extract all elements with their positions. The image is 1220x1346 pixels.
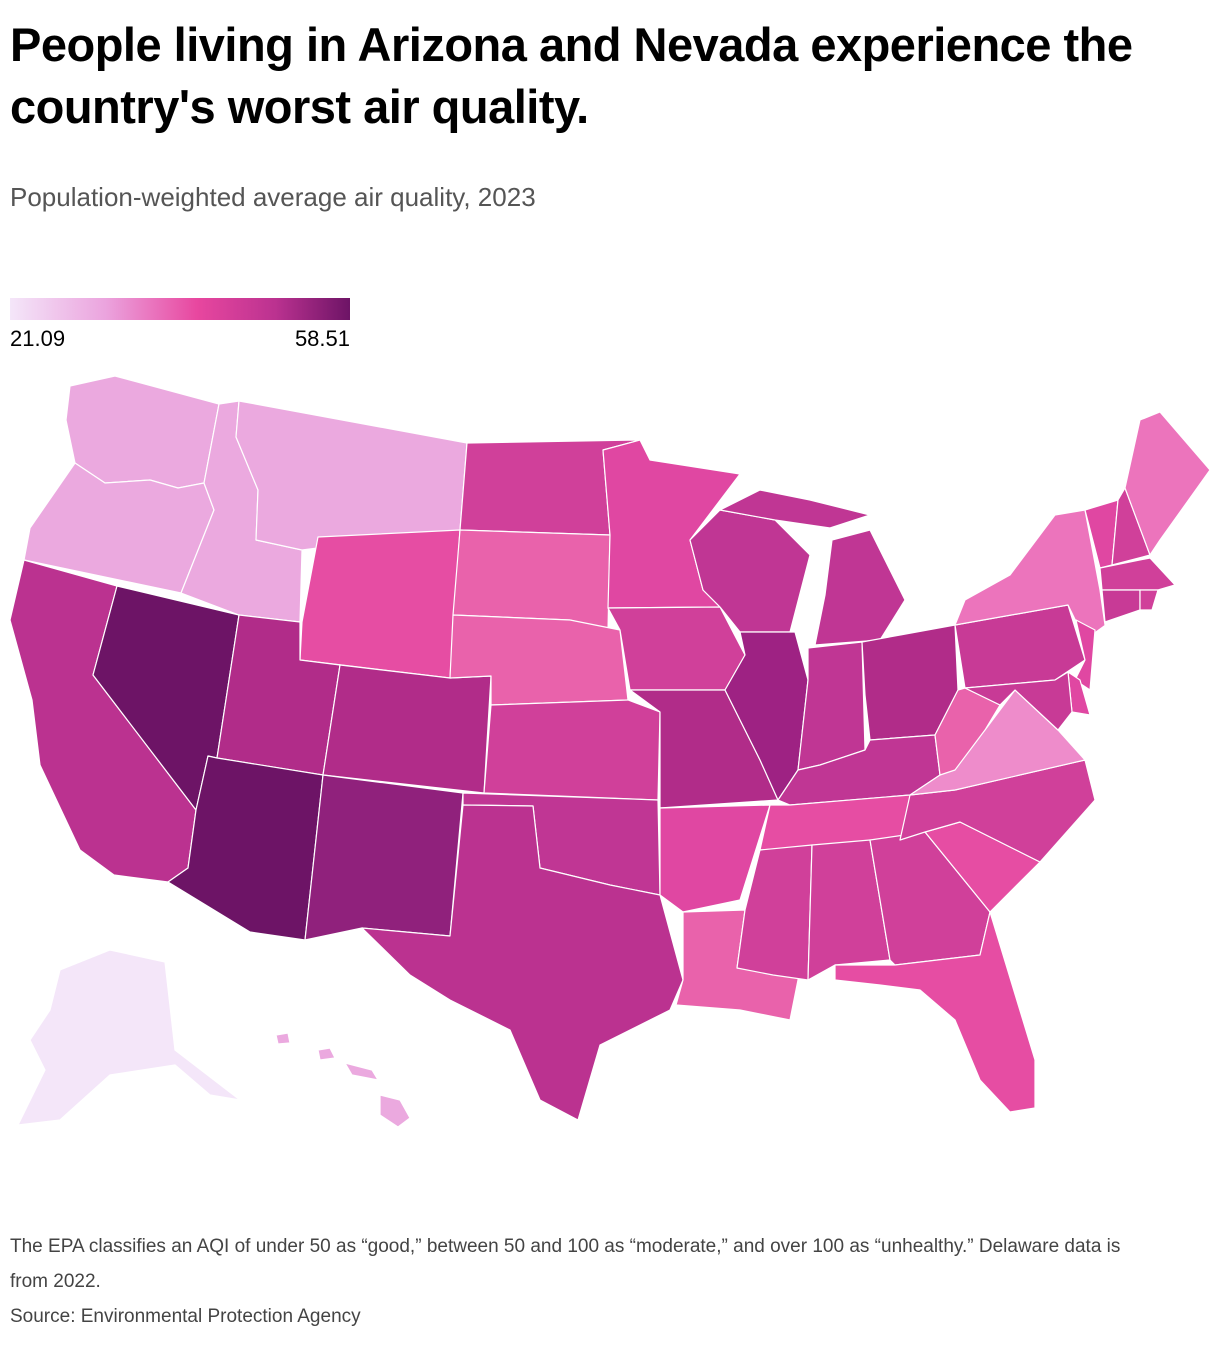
legend-min-label: 21.09 [10,326,66,351]
state-CT [1101,589,1141,623]
state-AR [659,804,771,913]
legend-gradient-bar [10,298,350,320]
state-MD [964,671,1073,731]
state-WV [934,687,1001,776]
state-IA [607,606,746,691]
state-NM [304,774,464,941]
footnote: The EPA classifies an AQI of under 50 as… [10,1236,1121,1292]
state-MA [1099,557,1176,591]
chart-subtitle: Population-weighted average air quality,… [10,182,536,212]
legend-max-label: 58.51 [294,326,350,351]
state-ME [1124,411,1211,556]
state-KS [483,699,661,801]
state-WA [65,375,220,489]
state-RI [1139,589,1159,611]
us-choropleth-map [9,375,1211,1128]
state-NY [954,509,1141,641]
state-TX [361,804,684,1121]
state-IN [797,641,866,771]
color-legend: 21.09 58.51 [10,298,350,358]
state-CO [322,664,492,794]
state-MT [235,400,468,551]
source-note: Source: Environmental Protection Agency [10,1306,361,1327]
state-AL [807,839,891,981]
state-NJ [1074,619,1096,691]
state-AK [17,949,241,1126]
state-SD [452,529,611,631]
chart-title: People living in Arizona and Nevada expe… [10,18,1133,133]
state-FL [834,911,1036,1113]
state-WY [299,529,461,679]
state-HI [275,1032,411,1128]
